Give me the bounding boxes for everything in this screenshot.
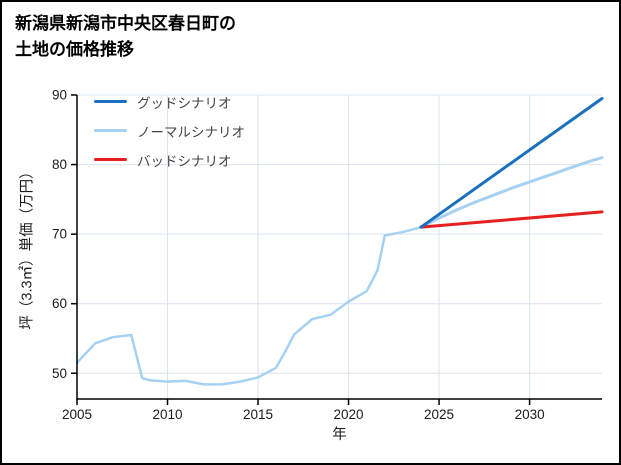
chart-title: 新潟県新潟市中央区春日町の 土地の価格推移 bbox=[15, 11, 236, 64]
x-axis-label: 年 bbox=[332, 427, 347, 443]
y-tick-label: 60 bbox=[52, 296, 67, 311]
y-axis-label: 坪（3.3㎡）単価（万円） bbox=[19, 164, 36, 330]
legend-swatch bbox=[94, 129, 127, 132]
chart-title-line-2: 土地の価格推移 bbox=[15, 40, 134, 60]
chart-title-line-1: 新潟県新潟市中央区春日町の bbox=[15, 14, 236, 33]
x-tick-label: 2010 bbox=[152, 407, 182, 422]
series-line-bad bbox=[419, 210, 604, 229]
legend-label: バッドシナリオ bbox=[137, 153, 232, 169]
x-tick-label: 2030 bbox=[515, 407, 545, 422]
y-tick-label: 50 bbox=[52, 366, 67, 381]
series-line-good bbox=[419, 96, 604, 229]
x-tick-label: 2005 bbox=[62, 407, 92, 422]
legend-label: グッドシナリオ bbox=[137, 95, 232, 111]
legend-item: バッドシナリオ bbox=[94, 149, 245, 170]
series-line-historical bbox=[75, 225, 423, 386]
legend-item: ノーマルシナリオ bbox=[94, 120, 245, 141]
chart-legend: グッドシナリオ ノーマルシナリオ バッドシナリオ bbox=[94, 91, 245, 170]
y-tick-label: 70 bbox=[52, 227, 67, 242]
series-line-normal bbox=[419, 156, 604, 229]
x-tick-label: 2015 bbox=[243, 407, 273, 422]
legend-label: ノーマルシナリオ bbox=[137, 124, 245, 140]
legend-item: グッドシナリオ bbox=[94, 91, 245, 112]
x-tick-label: 2025 bbox=[424, 407, 454, 422]
y-tick-label: 90 bbox=[52, 88, 67, 103]
x-tick-label: 2020 bbox=[334, 407, 364, 422]
y-tick-label: 80 bbox=[52, 157, 67, 172]
legend-swatch bbox=[94, 158, 127, 161]
legend-swatch bbox=[94, 100, 127, 103]
